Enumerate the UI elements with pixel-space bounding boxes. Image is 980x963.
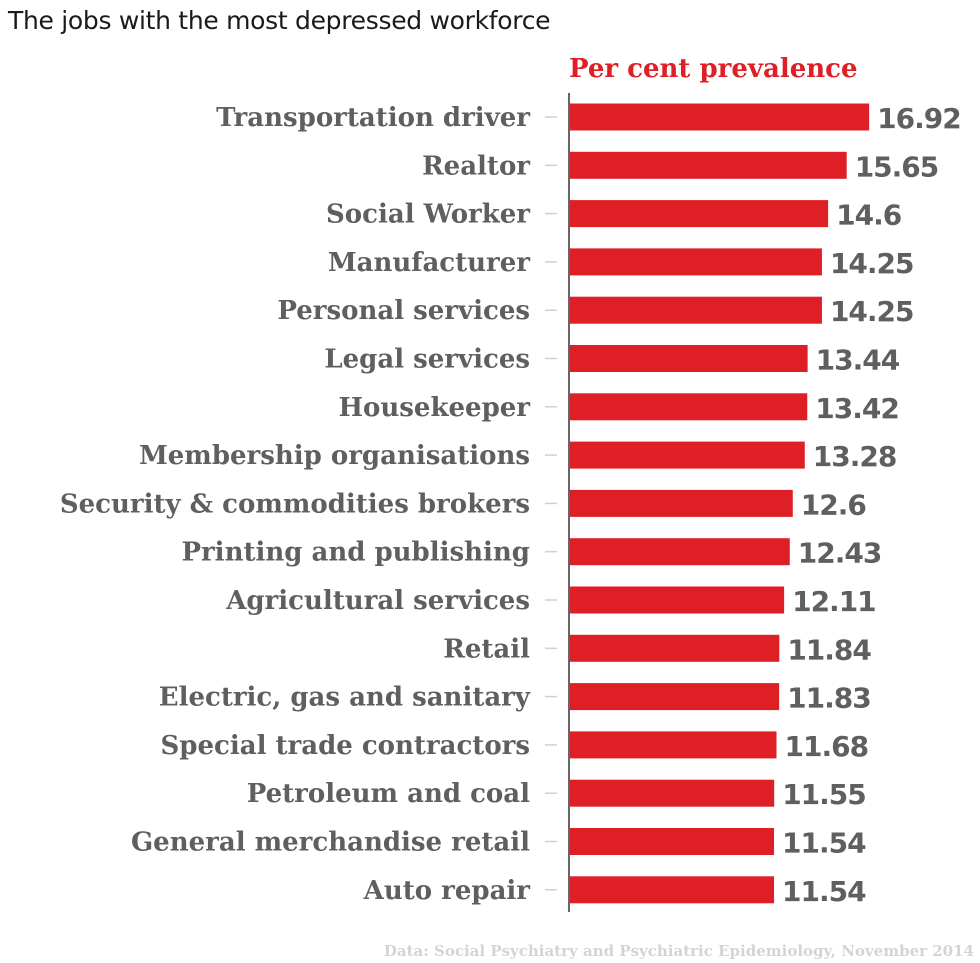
value-label: 14.25 <box>830 295 914 328</box>
bar <box>570 489 793 517</box>
category-label: Transportation driver <box>216 103 530 133</box>
bar <box>570 441 805 469</box>
bar <box>570 345 808 372</box>
category-label: Retail <box>443 634 530 664</box>
bar-row: Legal services 13.44 <box>324 344 900 377</box>
category-label: General merchandise retail <box>131 828 530 858</box>
bar-row: Membership organisations 13.28 <box>139 440 897 473</box>
category-label: Agricultural services <box>225 586 530 616</box>
value-label: 11.55 <box>782 778 866 811</box>
bar-row: Electric, gas and sanitary 11.83 <box>159 682 872 715</box>
bar-row: Printing and publishing 12.43 <box>181 537 882 570</box>
bar-row: Transportation driver 16.92 <box>216 102 962 135</box>
value-label: 12.11 <box>792 585 876 618</box>
axis-title: Per cent prevalence <box>569 54 858 84</box>
value-label: 14.6 <box>836 199 901 232</box>
bar <box>570 538 790 566</box>
bar-row: Manufacturer 14.25 <box>328 247 915 280</box>
bar-row: Special trade contractors 11.68 <box>161 730 870 763</box>
bar <box>570 731 777 759</box>
category-label: Social Worker <box>326 200 530 230</box>
value-label: 11.84 <box>787 633 871 666</box>
category-label: Special trade contractors <box>161 731 530 761</box>
value-label: 14.25 <box>830 247 914 280</box>
category-label: Printing and publishing <box>181 538 530 568</box>
category-label: Auto repair <box>363 876 531 906</box>
bar-row: Realtor 15.65 <box>422 150 939 183</box>
value-label: 12.6 <box>801 488 866 521</box>
value-label: 12.43 <box>798 537 882 570</box>
bar-row: General merchandise retail 11.54 <box>131 827 867 860</box>
category-label: Petroleum and coal <box>247 779 530 809</box>
bar <box>570 248 822 276</box>
source-note: Data: Social Psychiatry and Psychiatric … <box>384 942 974 960</box>
bar-row: Housekeeper 13.42 <box>338 392 899 425</box>
category-label: Housekeeper <box>338 393 530 423</box>
bar <box>570 586 785 614</box>
value-label: 11.54 <box>782 827 866 860</box>
value-label: 11.83 <box>787 682 871 715</box>
bar <box>570 393 808 421</box>
category-label: Realtor <box>422 151 530 181</box>
chart-title: The jobs with the most depressed workfor… <box>8 6 551 35</box>
value-label: 13.28 <box>813 440 897 473</box>
value-label: 13.42 <box>815 392 899 425</box>
value-label: 11.68 <box>785 730 869 763</box>
value-label: 16.92 <box>877 102 961 135</box>
bar-row: Security & commodities brokers 12.6 <box>60 488 867 521</box>
bar <box>570 151 847 179</box>
bar-row: Social Worker 14.6 <box>326 199 902 232</box>
value-label: 11.54 <box>782 875 866 908</box>
bar <box>570 828 775 855</box>
bar <box>570 683 780 711</box>
bar-rows: Transportation driver 16.92 Realtor 15.65 So… <box>60 102 962 908</box>
category-label: Security & commodities brokers <box>60 489 530 519</box>
category-label: Membership organisations <box>139 441 530 471</box>
bar <box>570 876 775 904</box>
value-label: 15.65 <box>855 150 939 183</box>
bar-row: Petroleum and coal 11.55 <box>247 778 867 811</box>
category-label: Legal services <box>324 345 530 375</box>
bar <box>570 103 870 131</box>
bar-row: Auto repair 11.54 <box>363 875 867 908</box>
bar-row: Retail 11.84 <box>443 633 872 666</box>
category-label: Personal services <box>277 296 530 326</box>
category-label: Manufacturer <box>328 248 530 278</box>
bar <box>570 634 780 662</box>
value-label: 13.44 <box>816 344 900 377</box>
bar <box>570 200 829 228</box>
category-label: Electric, gas and sanitary <box>159 683 531 713</box>
bar-row: Personal services 14.25 <box>277 295 914 328</box>
bar <box>570 296 822 324</box>
bar <box>570 779 775 807</box>
bar-row: Agricultural services 12.11 <box>225 585 876 618</box>
